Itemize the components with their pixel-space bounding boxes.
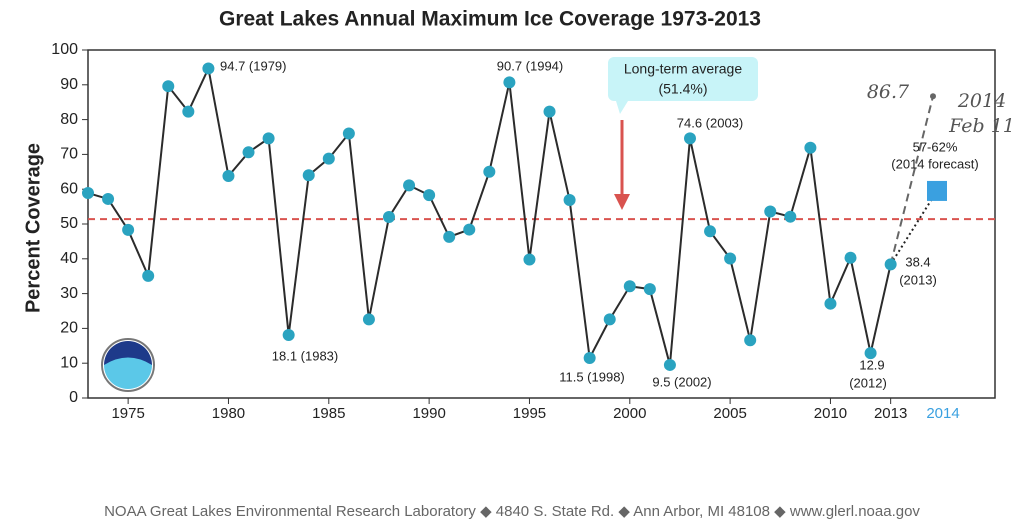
x-tick-label: 2005	[713, 405, 746, 422]
data-point	[463, 223, 476, 236]
handwritten-note: 2014	[957, 90, 1006, 112]
y-tick-label: 20	[60, 320, 78, 337]
handwritten-marker	[930, 93, 936, 100]
y-tick-label: 30	[60, 285, 78, 302]
handwritten-connector	[889, 96, 934, 265]
forecast-marker	[927, 180, 947, 201]
y-tick-label: 10	[60, 354, 78, 371]
x-tick-label: 1985	[312, 405, 345, 422]
data-point	[142, 269, 155, 282]
chart-title: Great Lakes Annual Maximum Ice Coverage …	[219, 8, 761, 31]
callout-box	[608, 57, 758, 101]
data-point	[162, 80, 175, 93]
annotation: (2013)	[899, 272, 937, 287]
annotation: (2012)	[849, 375, 887, 390]
forecast-label: 57-62%	[913, 139, 958, 154]
data-point	[764, 205, 777, 218]
handwritten-value: 86.7	[867, 81, 910, 103]
data-point	[82, 187, 94, 200]
x-tick-label: 1980	[212, 405, 245, 422]
annotation: 11.5 (1998)	[559, 369, 625, 384]
y-tick-label: 60	[60, 180, 78, 197]
data-point	[423, 189, 436, 202]
y-tick-label: 70	[60, 146, 78, 163]
y-tick-label: 50	[60, 215, 78, 232]
data-point	[864, 347, 877, 360]
forecast-connector	[889, 190, 938, 265]
data-point	[282, 329, 295, 342]
data-point	[202, 62, 215, 75]
annotation: 74.6 (2003)	[677, 115, 744, 130]
data-point	[543, 105, 556, 118]
forecast-label: (2014 forecast)	[891, 156, 978, 171]
x-tick-label: 1995	[513, 405, 546, 422]
x-tick-label: 2013	[874, 405, 907, 422]
data-point	[222, 169, 235, 182]
data-point	[322, 152, 335, 165]
callout-pointer	[616, 101, 628, 114]
data-point	[122, 223, 135, 236]
data-point	[262, 132, 275, 145]
average-label: (51.4%)	[658, 81, 707, 97]
data-point	[102, 192, 115, 205]
data-point	[382, 211, 395, 224]
data-point	[744, 334, 757, 347]
data-point	[784, 210, 797, 223]
x-tick-label: 2000	[613, 405, 646, 422]
data-point	[483, 165, 496, 178]
x-tick-label: 1990	[412, 405, 445, 422]
data-point	[443, 230, 456, 243]
data-point	[704, 225, 717, 238]
data-point	[844, 251, 857, 264]
annotation: 9.5 (2002)	[652, 374, 711, 389]
data-point	[503, 76, 516, 89]
data-point	[563, 193, 576, 206]
data-point	[643, 283, 656, 296]
data-point	[623, 280, 636, 293]
data-point	[182, 105, 195, 118]
data-point	[683, 132, 696, 145]
data-point	[724, 252, 737, 265]
annotation: 90.7 (1994)	[497, 58, 564, 73]
y-tick-label: 90	[60, 76, 78, 93]
annotation: 12.9	[859, 357, 884, 372]
x-tick-label: 2010	[814, 405, 847, 422]
data-point	[403, 179, 416, 192]
data-point	[242, 146, 255, 159]
handwritten-note: Feb 11	[948, 115, 1015, 137]
annotation: 94.7 (1979)	[220, 58, 287, 73]
x-tick-label: 2014	[926, 405, 959, 422]
plot-frame	[87, 49, 996, 399]
data-point	[362, 313, 375, 326]
y-tick-label: 100	[51, 41, 78, 58]
data-point	[583, 351, 596, 364]
noaa-logo	[101, 338, 155, 392]
data-point	[824, 297, 837, 310]
annotation: 38.4	[905, 254, 930, 269]
y-tick-label: 0	[69, 389, 78, 406]
y-tick-label: 80	[60, 111, 78, 128]
average-arrow-head	[614, 194, 630, 210]
footer: NOAA Great Lakes Environmental Research …	[104, 503, 920, 520]
data-point	[523, 253, 536, 266]
average-label: Long-term average	[624, 61, 743, 77]
y-tick-label: 40	[60, 250, 78, 267]
annotation: 18.1 (1983)	[272, 348, 339, 363]
data-point	[884, 258, 897, 271]
data-point	[302, 169, 315, 182]
x-tick-label: 1975	[111, 405, 144, 422]
data-point	[342, 127, 355, 140]
data-point	[663, 358, 676, 371]
y-axis-label: Percent Coverage	[22, 143, 44, 313]
data-point	[804, 141, 817, 154]
data-point	[603, 313, 616, 326]
